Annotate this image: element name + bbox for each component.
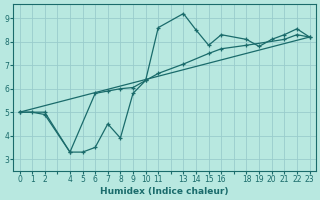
- X-axis label: Humidex (Indice chaleur): Humidex (Indice chaleur): [100, 187, 229, 196]
